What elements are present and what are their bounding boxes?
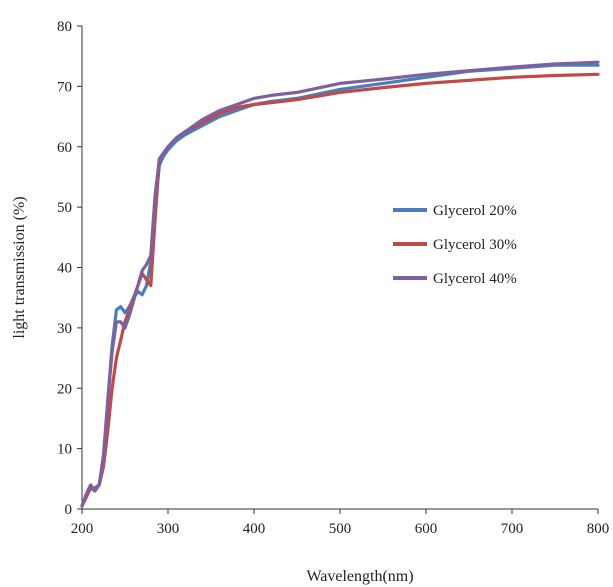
series-lines <box>80 60 600 508</box>
legend: Glycerol 20% Glycerol 30% Glycerol 40% <box>393 203 517 287</box>
y-tick-label: 10 <box>57 442 72 458</box>
x-axis-title: Wavelength(nm) <box>306 568 413 585</box>
x-tick-label: 800 <box>587 521 610 537</box>
y-tick-label: 60 <box>57 140 72 156</box>
x-tick-label: 500 <box>329 521 352 537</box>
y-axis-title: light transmission (%) <box>11 196 28 338</box>
y-tick-label: 0 <box>65 502 73 518</box>
series-line-3 <box>80 60 600 508</box>
x-tick-label: 700 <box>501 521 524 537</box>
legend-label-3: Glycerol 40% <box>433 271 517 287</box>
y-tick-label: 70 <box>57 79 72 95</box>
x-tick-label: 400 <box>243 521 266 537</box>
y-tick-label: 20 <box>57 381 72 397</box>
series-line-1 <box>80 63 600 508</box>
axes: 0 10 20 30 40 50 60 70 80 200 300 400 500 600 700 800 <box>57 19 609 537</box>
x-tick-label: 200 <box>71 521 94 537</box>
x-tick-label: 300 <box>157 521 180 537</box>
legend-label-1: Glycerol 20% <box>433 203 517 219</box>
y-tick-label: 50 <box>57 200 72 216</box>
series-line-2 <box>80 72 600 508</box>
legend-label-2: Glycerol 30% <box>433 237 517 253</box>
y-tick-label: 40 <box>57 261 72 277</box>
y-tick-label: 80 <box>57 19 72 35</box>
y-tick-label: 30 <box>57 321 72 337</box>
x-tick-label: 600 <box>415 521 438 537</box>
